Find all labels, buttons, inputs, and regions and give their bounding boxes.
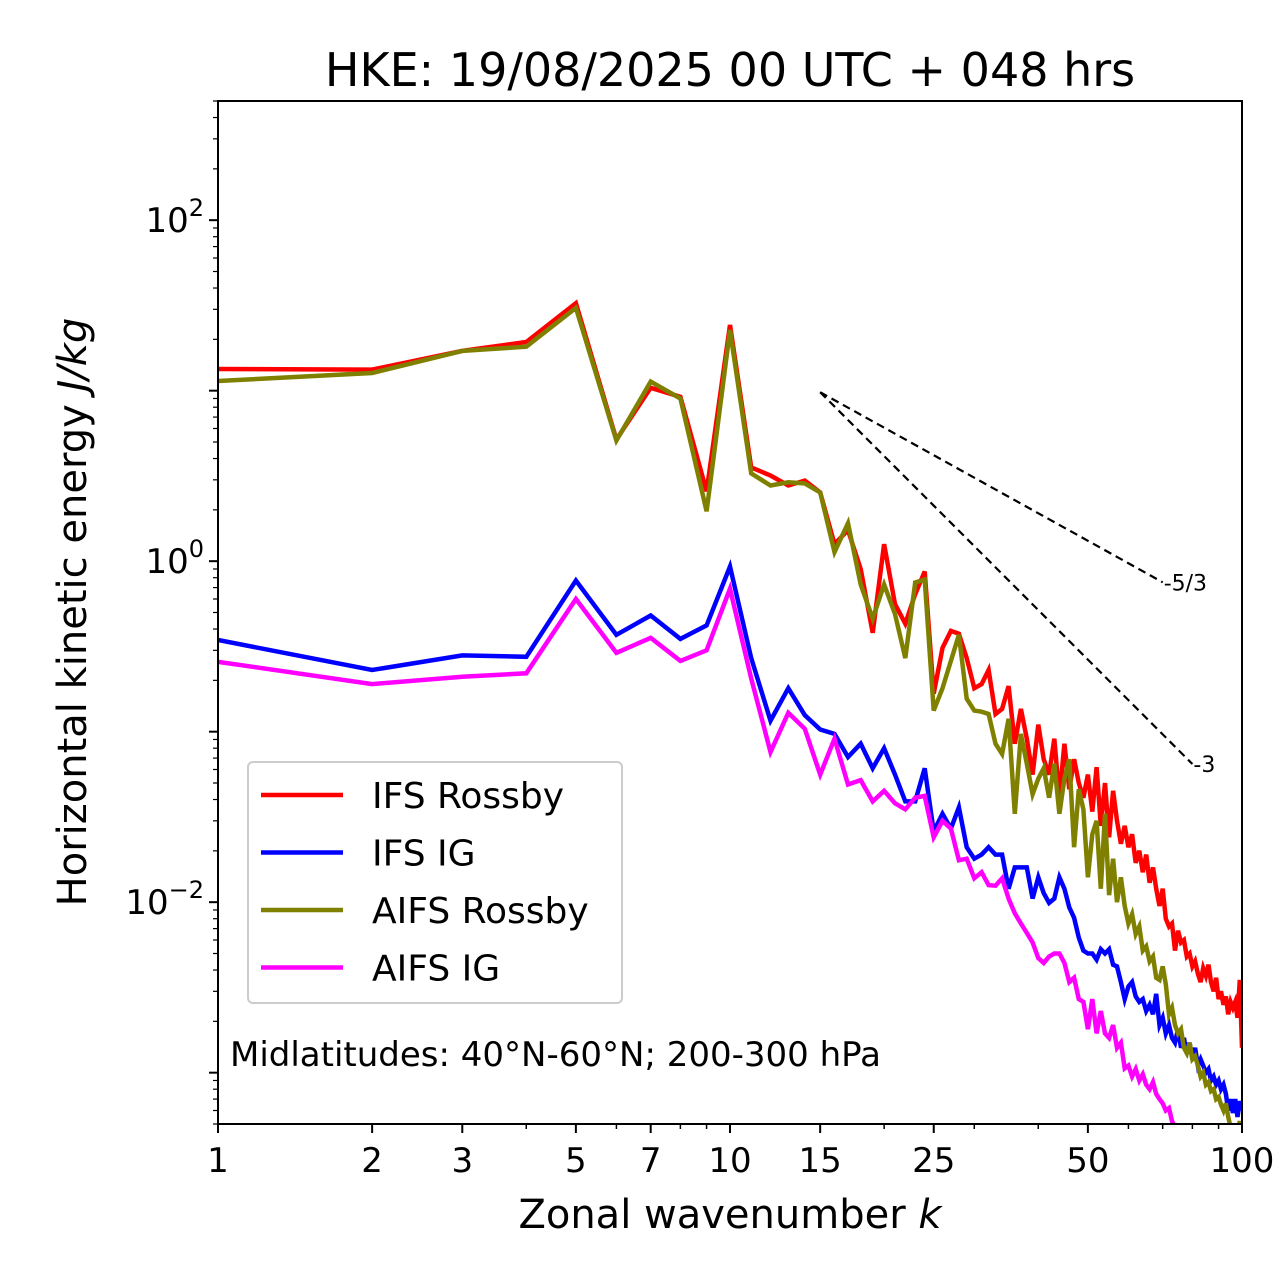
axis-ticks: 1 2 3 5 7 10 15 25 50 100 102 100 10−2	[125, 100, 1275, 1181]
x-tick-label: 7	[640, 1141, 662, 1181]
x-axis-label-var: k	[918, 1192, 943, 1238]
x-tick-label: 5	[565, 1141, 587, 1181]
x-axis-label-text: Zonal wavenumber	[518, 1192, 906, 1238]
y-axis-label-text: Horizontal kinetic energy	[50, 404, 96, 906]
y-tick-label: 100	[145, 535, 204, 582]
x-tick-label: 1	[207, 1141, 229, 1181]
legend-label: IFS Rossby	[372, 776, 564, 817]
region-annotation: Midlatitudes: 40°N-60°N; 200-300 hPa	[230, 1035, 881, 1075]
series-line-aifs-rossby	[218, 304, 1242, 1124]
series-line-ifs-ig	[218, 558, 1242, 1118]
x-tick-label: 10	[708, 1141, 751, 1181]
y-tick-label: 102	[145, 194, 204, 241]
reference-slope-label: -5/3	[1164, 571, 1207, 596]
reference-lines: -5/3 -3	[819, 391, 1215, 778]
series-line-aifs-ig	[218, 581, 1176, 1124]
series-layer	[218, 299, 1242, 1124]
plot-frame	[217, 100, 1243, 1125]
legend-item: IFS IG	[261, 834, 476, 875]
y-axis-label: Horizontal kinetic energy J/kg	[50, 318, 96, 907]
legend-item: IFS Rossby	[261, 776, 564, 817]
legend-label: IFS IG	[372, 834, 476, 875]
reference-slope-line	[819, 391, 1164, 584]
x-tick-label: 15	[799, 1141, 842, 1181]
x-tick-label: 50	[1066, 1141, 1109, 1181]
legend: IFS Rossby IFS IG AIFS Rossby AIFS IG	[247, 761, 623, 1004]
legend-item: AIFS IG	[261, 949, 500, 990]
x-tick-label: 25	[912, 1141, 955, 1181]
legend-box	[247, 761, 623, 1004]
chart-title: HKE: 19/08/2025 00 UTC + 048 hrs	[325, 43, 1135, 97]
x-tick-label: 2	[361, 1141, 383, 1181]
x-tick-label: 3	[451, 1141, 473, 1181]
legend-label: AIFS Rossby	[372, 891, 589, 932]
legend-label: AIFS IG	[372, 949, 500, 990]
legend-item: AIFS Rossby	[261, 891, 589, 932]
x-axis-label: Zonal wavenumber k	[518, 1192, 943, 1238]
x-tick-label: 100	[1210, 1141, 1275, 1181]
y-axis-label-units: J/kg	[50, 318, 96, 399]
reference-slope-line	[819, 391, 1194, 765]
reference-slope-label: -3	[1193, 753, 1215, 778]
y-tick-label: 10−2	[125, 876, 204, 923]
